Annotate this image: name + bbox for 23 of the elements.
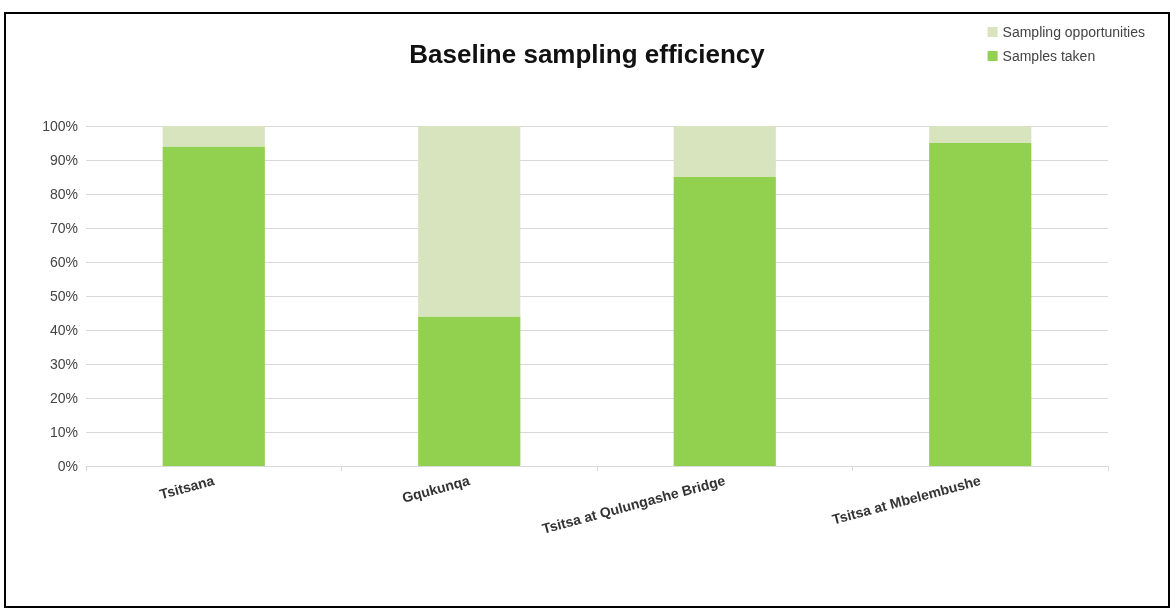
y-tick-label: 30% xyxy=(49,356,78,372)
x-tick-label: Tsitsana xyxy=(157,472,217,503)
bar xyxy=(418,126,521,317)
bar xyxy=(673,126,776,177)
y-tick-label: 50% xyxy=(49,288,78,304)
legend-label: Sampling opportunities xyxy=(1002,24,1145,40)
bar xyxy=(929,126,1032,143)
y-tick-label: 70% xyxy=(49,220,78,236)
y-tick-label: 100% xyxy=(42,118,78,134)
chart-title: Baseline sampling efficiency xyxy=(409,39,766,69)
y-tick-label: 0% xyxy=(57,458,78,474)
legend-label: Samples taken xyxy=(1002,48,1096,64)
bar xyxy=(418,316,521,466)
bar xyxy=(673,177,776,466)
y-tick-label: 90% xyxy=(49,152,78,168)
y-tick-label: 10% xyxy=(49,424,78,440)
y-tick-label: 20% xyxy=(49,390,78,406)
y-tick-label: 40% xyxy=(49,322,78,338)
bar xyxy=(929,143,1032,466)
bar xyxy=(162,126,265,147)
y-tick-label: 80% xyxy=(49,186,78,202)
bar xyxy=(162,146,265,466)
y-tick-label: 60% xyxy=(49,254,78,270)
